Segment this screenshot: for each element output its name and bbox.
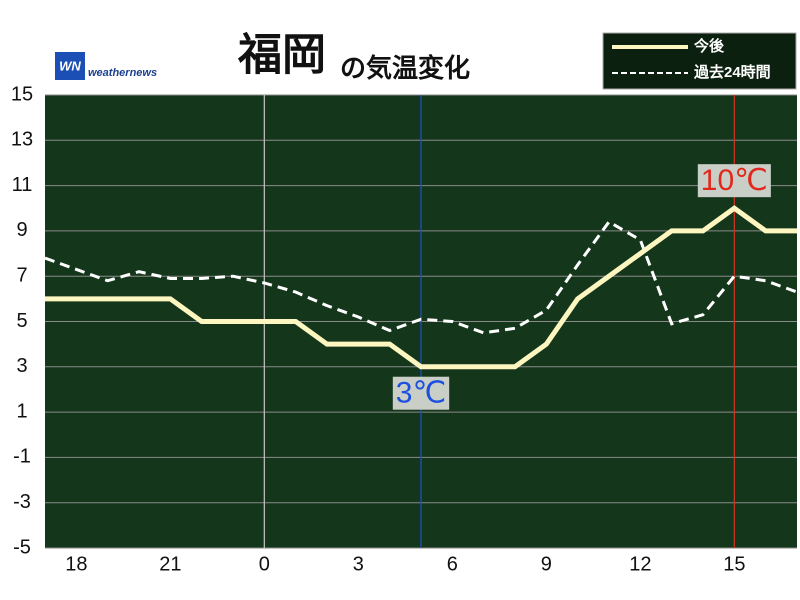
series-line: [44, 219, 798, 335]
x-tick-label: 9: [541, 553, 552, 575]
y-tick-label: 9: [16, 219, 27, 241]
y-tick-label: -1: [13, 446, 31, 468]
x-tick-label: 0: [259, 553, 270, 575]
brand-logo-box: [55, 52, 85, 80]
x-tick-label: 6: [447, 553, 458, 575]
x-tick-label: 18: [65, 553, 87, 575]
y-tick-label: 11: [12, 174, 33, 196]
annotation: 10℃: [697, 164, 771, 198]
annotation: 3℃: [392, 376, 450, 410]
x-tick-label: 21: [159, 553, 181, 575]
y-tick-label: 13: [11, 129, 33, 151]
x-tick-label: 15: [723, 553, 745, 575]
legend-label: 今後: [693, 37, 725, 55]
y-tick-label: 1: [16, 400, 27, 422]
series-line: [45, 205, 797, 370]
annotation-label: 3℃: [396, 377, 446, 410]
y-tick-label: -5: [13, 536, 31, 558]
legend-box: [602, 32, 797, 90]
y-tick-label: -3: [13, 491, 31, 513]
x-tick-label: 12: [629, 553, 651, 575]
chart-subtitle: の気温変化: [340, 53, 470, 83]
chart-title: 福岡: [237, 31, 326, 80]
legend-label: 過去24時間: [693, 63, 771, 81]
x-tick-label: 3: [353, 553, 364, 575]
y-tick-label: 7: [16, 264, 27, 286]
y-tick-label: 5: [16, 310, 27, 332]
annotation-box: [697, 164, 771, 198]
y-tick-label: 3: [16, 355, 27, 377]
y-tick-label: 15: [11, 83, 33, 105]
brand-logo: WN: [59, 58, 81, 73]
brand-name: weathernews: [88, 67, 157, 79]
annotation-label: 10℃: [701, 164, 768, 197]
annotation-box: [392, 376, 450, 410]
